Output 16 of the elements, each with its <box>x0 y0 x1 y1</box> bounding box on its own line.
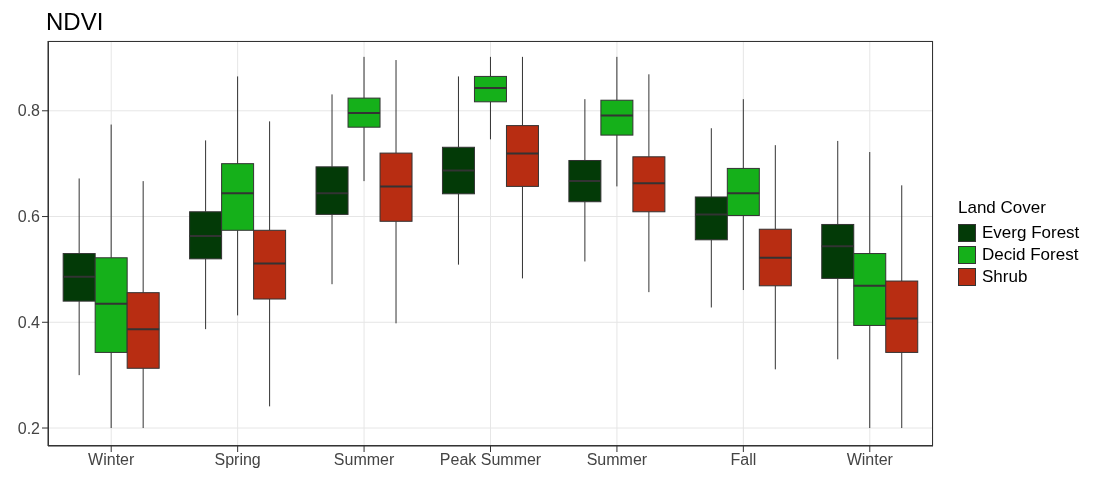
y-tick-label: 0.8 <box>17 102 41 120</box>
x-tick-label: Peak Summer <box>439 451 542 469</box>
legend-label: Everg Forest <box>982 223 1080 243</box>
x-tick-label: Summer <box>333 451 395 469</box>
y-tick-label: 0.6 <box>17 208 41 226</box>
x-tick-label: Winter <box>88 451 135 469</box>
legend-title: Land Cover <box>958 198 1047 218</box>
x-tick-label: Spring <box>214 451 261 469</box>
x-tick-label: Summer <box>586 451 648 469</box>
legend-label: Decid Forest <box>982 245 1079 265</box>
x-tick-label: Fall <box>730 451 757 469</box>
chart-title: NDVI <box>46 8 105 36</box>
x-tick-label: Winter <box>846 451 894 469</box>
y-tick-label: 0.4 <box>17 313 41 331</box>
y-tick-label: 0.2 <box>17 419 41 437</box>
legend-label: Shrub <box>982 267 1028 287</box>
